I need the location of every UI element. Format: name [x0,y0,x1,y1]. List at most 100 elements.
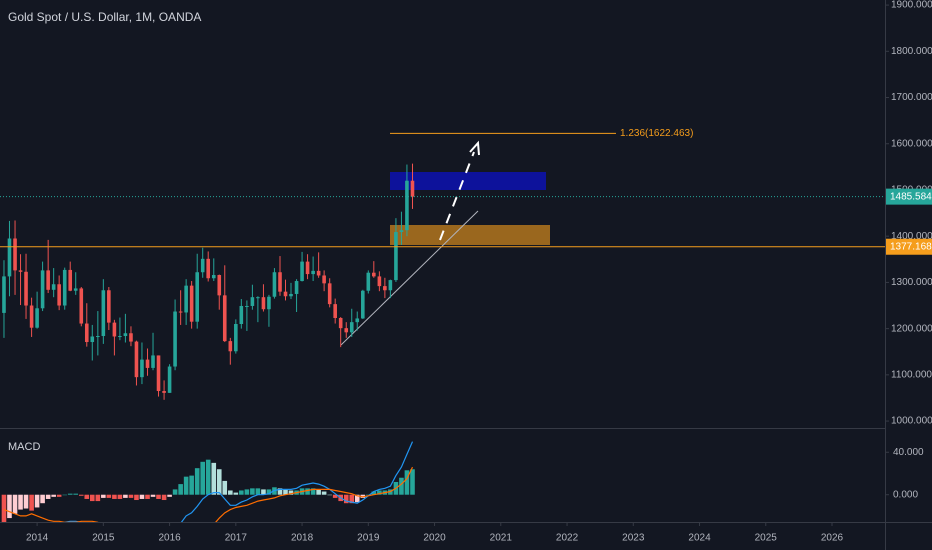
histogram-bar [89,494,95,502]
x-tick-label: 2025 [755,533,778,544]
histogram-bar [404,470,410,495]
histogram-bar [239,490,244,495]
candle-body [134,341,139,378]
candle-body [311,270,315,275]
histogram-bar [211,462,217,495]
candle-body [405,180,409,231]
histogram-bar [354,494,360,503]
candle-body [24,271,28,306]
arrow-head [469,140,480,156]
x-tick-label: 2023 [622,533,645,544]
main-pane: 1.236(1622.463) [0,128,885,400]
candle-body [377,276,382,287]
zone-box [390,172,546,190]
histogram-bar [117,494,123,499]
histogram-bar [95,494,101,502]
histogram-bar [194,468,200,495]
candle-body [129,333,133,342]
candle-body [344,328,349,333]
candle-body [35,308,39,328]
candle-body [355,318,360,323]
histogram-bar [112,494,117,499]
y-tick-label: 1300.000 [891,277,932,288]
chart-title: Gold Spot / U.S. Dollar, 1M, OANDA [8,10,201,24]
histogram-bar [250,488,255,495]
candle-body [256,297,260,299]
candle-body [228,341,233,352]
trend-line [340,210,479,346]
candle-body [173,311,177,367]
x-tick-label: 2017 [225,533,248,544]
histogram-bar [216,469,222,495]
candle-body [239,305,244,325]
candle-body [410,180,415,197]
candle-body [156,355,161,392]
histogram-bar [283,489,288,495]
histogram-bar [228,490,233,495]
histogram-bar [67,493,73,495]
histogram-bar [23,494,29,509]
histogram-bar [56,494,62,497]
histogram-bar [310,488,316,495]
zone-box [390,225,550,245]
candle-body [372,272,376,277]
histogram-bar [128,494,134,498]
candle-body [167,366,172,393]
candle-body [388,280,393,291]
candle-body [112,322,117,337]
y-tick-label: 1100.000 [891,369,932,380]
histogram-bar [349,494,355,504]
candle-body [73,288,78,291]
histogram-bar [78,494,84,496]
candle-body [101,290,106,337]
histogram-bar [62,494,68,496]
candle-body [79,288,84,324]
candle-body [206,258,211,279]
candle-body [145,359,150,368]
candle-body [140,359,144,378]
candle-body [338,317,343,329]
candle-body [68,269,73,291]
histogram-bar [51,494,56,497]
histogram-bar [261,489,266,495]
candle-body [327,283,332,305]
histogram-bar [266,489,272,495]
y-tick-label: 1200.000 [891,323,932,334]
x-tick-label: 2024 [688,533,711,544]
histogram-bar [150,494,156,497]
candle-body [46,270,50,290]
candle-body [234,324,238,352]
candle-body [178,311,183,313]
histogram-bar [321,491,327,495]
histogram-bar [399,477,404,495]
histogram-bar [222,480,228,495]
candle-body [250,297,255,306]
candle-body [57,284,61,306]
x-tick-label: 2014 [26,533,49,544]
price-level-label-bg [886,188,932,205]
candle-body [51,284,56,290]
histogram-bar [178,484,183,495]
histogram-bar [316,489,321,495]
macd-title: MACD [8,441,40,453]
histogram-bar [18,494,23,510]
candle-body [7,238,12,277]
candle-body [305,261,310,275]
candle-body [394,232,398,281]
candle-body [261,297,266,310]
macd-line [3,466,414,522]
y-tick-label: 1700.000 [891,92,932,103]
histogram-bar [101,494,106,498]
candle-body [18,270,23,272]
histogram-bar [156,494,161,499]
candle-body [245,305,249,307]
candle-body [222,295,227,342]
histogram-bar [233,492,239,495]
candle-body [195,272,200,322]
y-tick-label: 1400.000 [891,231,932,242]
y-tick-label: 0.000 [893,489,918,500]
candle-body [184,285,188,313]
histogram-bar [189,475,194,495]
histogram-bar [183,476,189,495]
